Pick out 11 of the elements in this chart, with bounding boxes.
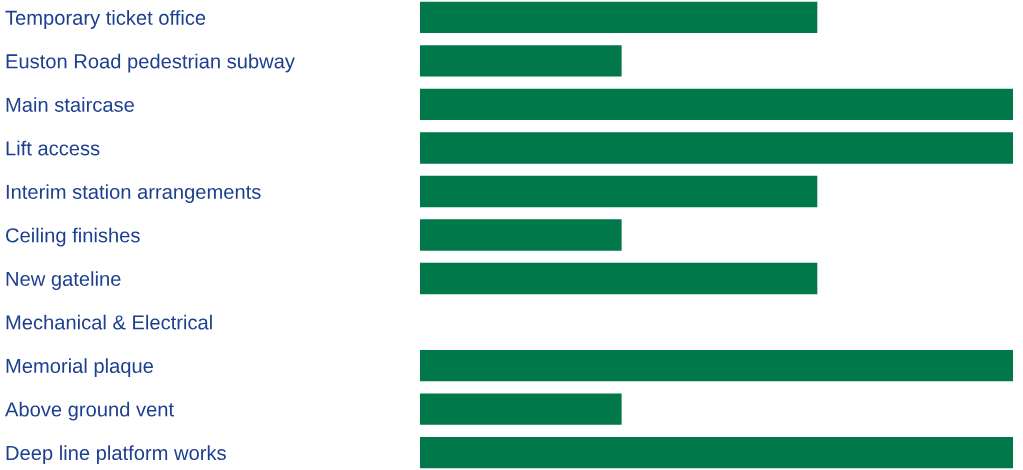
y-tick-label: Lift access: [6, 140, 100, 156]
y-tick-label: Interim station arrangements: [6, 184, 261, 203]
y-tick-label: New gateline: [6, 271, 121, 290]
y-tick-label: Euston Road pedestrian subway: [6, 53, 295, 73]
y-tick-label: Above ground vent: [5, 401, 174, 421]
y-tick-label: Ceiling finishes: [6, 227, 140, 247]
y-tick-label: Main staircase: [6, 97, 134, 112]
y-tick-label: Deep line platform works: [6, 445, 226, 465]
y-tick-label: Mechanical & Electrical: [6, 314, 212, 330]
y-tick-label: Memorial plaque: [6, 358, 153, 378]
y-tick-label: Temporary ticket office: [5, 10, 206, 29]
